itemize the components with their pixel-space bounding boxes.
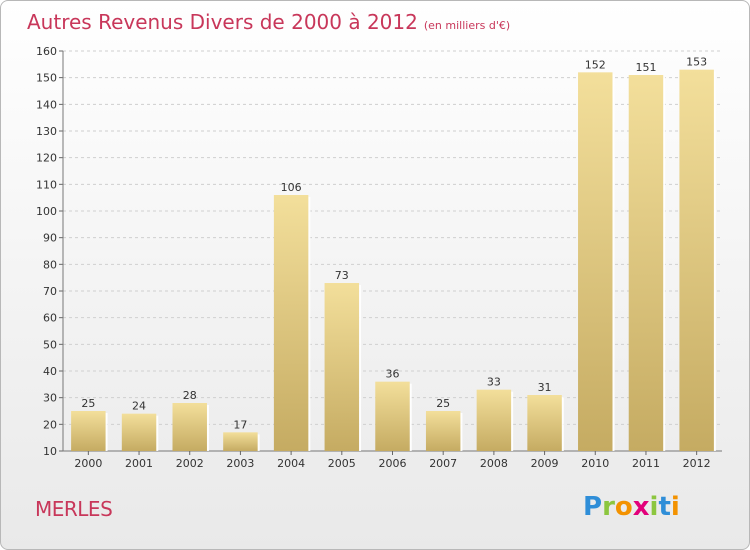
x-tick-label: 2004 [277,457,305,470]
y-tick-label: 20 [43,418,57,431]
logo-letter: o [614,492,633,522]
bar-value-label: 151 [635,61,656,74]
y-tick-label: 150 [36,72,57,85]
bar-value-label: 106 [281,181,302,194]
bar [172,403,207,451]
commune-name: MERLES [35,497,113,521]
bar [324,283,360,451]
bar [628,75,664,451]
bar-value-label: 24 [132,400,146,413]
x-tick-label: 2001 [125,457,153,470]
logo-letter: t [658,492,671,522]
x-tick-label: 2005 [328,457,356,470]
logo-letter: i [670,492,680,522]
bar [375,381,410,451]
chart-title: Autres Revenus Divers de 2000 à 2012 (en … [27,10,510,34]
logo-letter: P [583,492,603,522]
bar-value-label: 73 [335,269,349,282]
logo-letter: r [602,492,615,522]
y-tick-label: 60 [43,312,57,325]
y-tick-label: 110 [36,178,57,191]
x-tick-label: 2007 [429,457,457,470]
logo-letter: x [632,492,650,522]
x-tick-label: 2012 [683,457,711,470]
bar-value-label: 31 [538,381,552,394]
bar-value-label: 25 [81,397,95,410]
y-tick-label: 30 [43,392,57,405]
bar [71,411,106,451]
y-tick-label: 130 [36,125,57,138]
bar [223,432,258,451]
y-tick-label: 100 [36,205,57,218]
y-tick-label: 90 [43,232,57,245]
bar [273,195,309,451]
bar-value-label: 36 [386,368,400,381]
x-tick-label: 2009 [531,457,559,470]
x-tick-label: 2011 [632,457,660,470]
x-tick-label: 2006 [379,457,407,470]
y-tick-label: 50 [43,338,57,351]
bar-value-label: 153 [686,56,707,69]
x-tick-label: 2002 [176,457,204,470]
bar [679,69,714,452]
chart-unit: (en milliers d'€) [423,19,511,32]
bar-value-label: 33 [487,376,501,389]
bar [578,72,613,451]
y-tick-label: 80 [43,258,57,271]
y-tick-label: 120 [36,152,57,165]
bar [476,389,512,451]
bar [121,413,157,451]
y-tick-label: 70 [43,285,57,298]
bar-value-label: 17 [233,418,247,431]
bar [425,411,461,451]
chart-title-text: Autres Revenus Divers de 2000 à 2012 [27,10,418,34]
x-tick-label: 2008 [480,457,508,470]
y-tick-label: 40 [43,365,57,378]
y-tick-label: 10 [43,445,57,458]
y-tick-label: 160 [36,45,57,58]
proxiti-logo: Proxiti [583,492,680,522]
y-tick-label: 140 [36,98,57,111]
bar-value-label: 152 [585,58,606,71]
logo-letter: i [649,492,659,522]
x-tick-label: 2010 [581,457,609,470]
bar-value-label: 28 [183,389,197,402]
x-tick-label: 2003 [226,457,254,470]
bar [527,395,562,451]
x-tick-label: 2000 [74,457,102,470]
bar-value-label: 25 [436,397,450,410]
